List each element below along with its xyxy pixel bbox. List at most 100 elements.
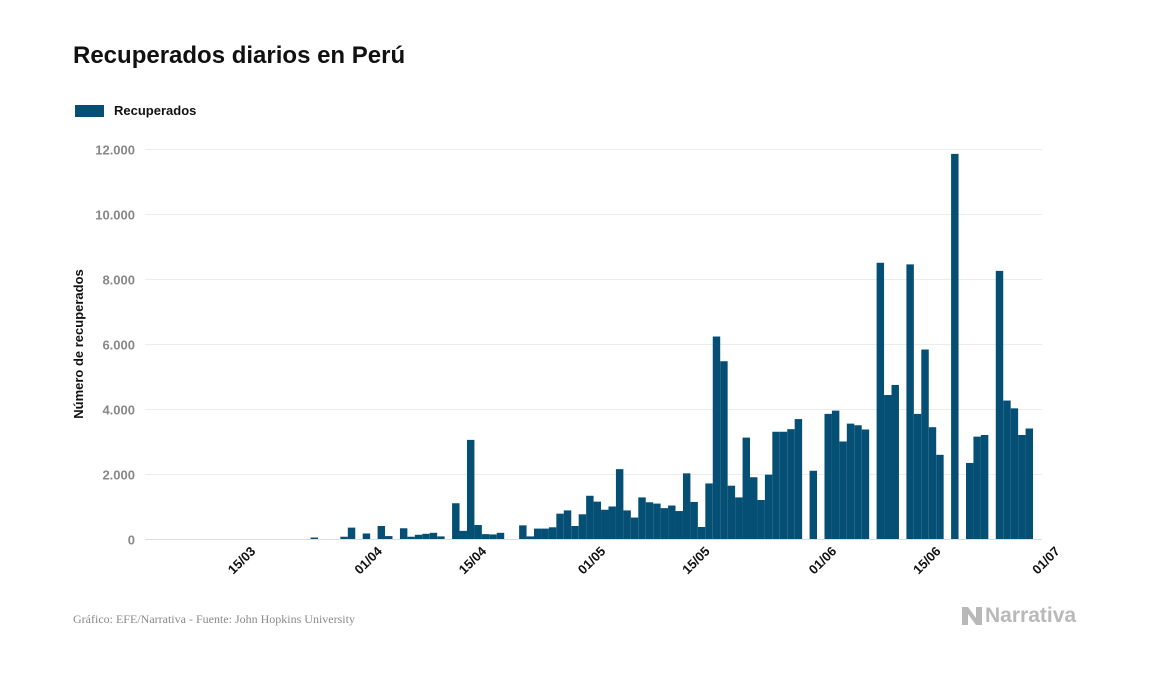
bar [787,429,795,539]
bar [414,534,423,539]
legend: Recuperados [75,103,196,118]
bar [474,525,482,539]
bar [489,534,497,539]
x-tick-label: 15/04 [456,543,490,577]
x-tick-label: 01/04 [351,543,385,577]
bar [720,361,728,539]
bar [347,527,356,540]
bar [638,497,646,539]
bar [750,477,758,539]
bar [362,533,371,539]
bar [630,517,639,539]
bar [906,264,914,540]
bar [690,501,698,539]
bar [824,413,832,540]
bar [615,469,624,540]
chart-title: Recuperados diarios en Perú [73,42,406,69]
bar [682,473,691,539]
bar [951,153,959,540]
bar [921,349,929,539]
bar [340,536,348,539]
bar [623,510,631,539]
bar [601,509,609,539]
bar [705,483,713,539]
bar [541,528,549,539]
y-tick-label: 10.000 [95,208,135,223]
bar [735,497,743,539]
bar [973,436,981,540]
x-tick-label: 15/03 [225,544,259,578]
bar [891,384,899,539]
bar [936,454,944,539]
y-axis-label: Número de recuperados [71,269,86,419]
bar [571,526,579,539]
bar [846,423,855,540]
bar [548,527,557,539]
bar [772,431,780,539]
bar [757,500,765,539]
bar [712,336,721,539]
y-tick-label: 8.000 [102,273,135,288]
x-tick-label: 01/07 [1029,544,1063,578]
bar [399,528,408,539]
bar [779,431,788,539]
y-tick-label: 12.000 [95,143,135,158]
narrativa-logo-icon [962,607,982,625]
bars [310,153,1034,540]
bar [452,503,460,539]
x-tick-label: 01/06 [806,544,840,578]
bar [496,532,505,539]
bar [861,429,870,539]
bar [742,437,750,539]
brand-name: Narrativa [985,604,1077,627]
bar [1018,435,1026,539]
bar [578,514,587,539]
bar [854,425,862,539]
bar [1025,428,1034,539]
x-tick-label: 15/06 [910,544,944,578]
bar [422,533,430,539]
bar [1010,408,1019,539]
bar [675,511,683,539]
bar [876,262,885,539]
bar [608,506,616,539]
bar [310,537,319,539]
y-axis-ticks: 0 2.000 4.000 6.000 8.000 10.000 12.000 [95,143,135,548]
bar [668,505,676,539]
bar [697,526,706,539]
bar [764,474,773,539]
gridlines [145,149,1042,475]
bar [459,530,467,540]
bar [437,536,445,539]
bar [385,536,393,539]
legend-swatch [75,104,104,117]
bar [586,495,594,539]
bar [727,485,736,539]
x-tick-label: 15/05 [679,544,713,578]
source-credit: Gráfico: EFE/Narrativa - Fuente: John Ho… [73,612,355,626]
bar [377,526,386,539]
bar [407,536,415,539]
bar [481,534,490,540]
bar [965,462,974,539]
bar [526,536,535,539]
bar [913,413,922,540]
bar [928,427,937,539]
bar [466,439,475,540]
bar [809,470,818,539]
bar [980,435,989,539]
y-tick-label: 4.000 [102,403,135,418]
brand-logo: Narrativa [962,604,1076,628]
bar [884,395,892,539]
y-tick-label: 2.000 [102,468,135,483]
bar [556,513,564,539]
bar [831,410,840,540]
x-tick-label: 01/05 [575,544,609,578]
bar [534,528,542,539]
bar [563,510,572,539]
y-tick-label: 0 [128,533,135,548]
bar [593,501,602,540]
bar [839,441,847,539]
legend-label: Recuperados [114,103,197,118]
